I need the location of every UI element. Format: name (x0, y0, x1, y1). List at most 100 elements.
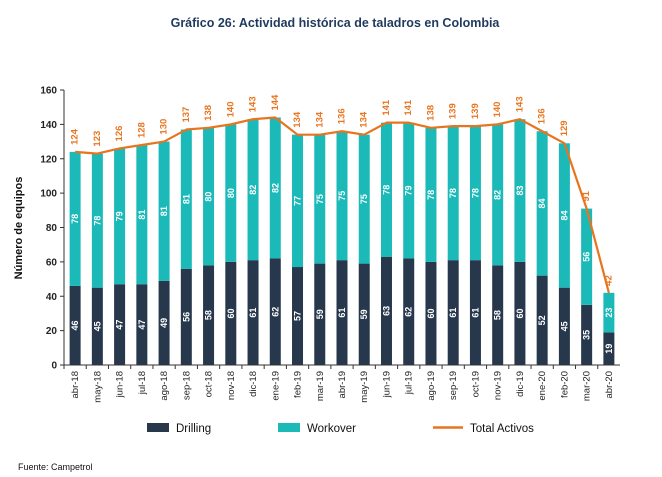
data-label-total: 91 (581, 190, 592, 201)
y-tick-label: 100 (40, 189, 57, 200)
data-label-drilling: 61 (470, 308, 480, 318)
data-label-total: 134 (314, 111, 325, 128)
legend-label-drilling: Drilling (176, 423, 211, 435)
data-label-drilling: 45 (92, 321, 102, 331)
data-label-drilling: 60 (226, 308, 236, 318)
data-label-total: 143 (248, 96, 259, 112)
axes-layer: 0 20 40 60 80 100 120 140 160 abr-18 may-18 jun-18 j… (40, 86, 620, 403)
data-label-drilling: 63 (381, 306, 391, 316)
data-label-total: 138 (425, 105, 436, 121)
x-tick-label: dic-19 (515, 371, 526, 397)
bar-workover (225, 124, 237, 262)
bar-workover (203, 127, 215, 266)
x-tick-label: abr-19 (337, 371, 348, 398)
data-label-workover: 82 (248, 185, 258, 195)
bar-workover (336, 131, 348, 261)
data-label-total: 139 (448, 103, 459, 119)
data-label-workover: 78 (426, 190, 436, 200)
data-label-total: 141 (403, 99, 414, 116)
data-label-total: 138 (203, 105, 214, 121)
y-tick-label: 60 (46, 257, 58, 268)
bar-drilling (336, 260, 348, 365)
data-label-workover: 79 (115, 211, 125, 221)
bar-drilling (380, 256, 392, 365)
bar-workover (314, 134, 326, 264)
data-label-drilling: 47 (115, 320, 125, 330)
bar-drilling (603, 332, 615, 365)
data-label-drilling: 61 (337, 308, 347, 318)
bar-drilling (581, 304, 593, 365)
bar-workover (158, 141, 170, 281)
data-label-workover: 82 (493, 190, 503, 200)
data-label-total: 136 (337, 108, 348, 124)
data-label-drilling: 59 (359, 309, 369, 319)
data-label-total: 141 (381, 99, 392, 116)
bar-drilling (247, 260, 259, 365)
bar-drilling (558, 287, 570, 365)
source-note: Fuente: Campetrol (18, 462, 93, 472)
legend-label-total-activos: Total Activos (470, 423, 534, 435)
data-label-drilling: 58 (493, 310, 503, 320)
data-label-total: 42 (603, 275, 614, 286)
bar-workover (603, 292, 615, 333)
x-tick-label: jul-18 (137, 371, 148, 395)
x-tick-label: dic-18 (248, 371, 259, 397)
data-label-total: 140 (225, 102, 236, 118)
data-label-drilling: 60 (515, 308, 525, 318)
data-label-drilling: 61 (248, 308, 258, 318)
data-label-workover: 84 (537, 198, 547, 208)
data-label-workover: 80 (204, 192, 214, 202)
bar-workover (292, 134, 304, 268)
data-label-drilling: 46 (70, 320, 80, 330)
bar-workover (403, 122, 415, 259)
bar-drilling (536, 275, 548, 365)
x-tick-label: jun-19 (381, 371, 392, 398)
x-tick-label: feb-20 (559, 371, 570, 398)
data-label-total: 123 (92, 131, 103, 147)
data-label-workover: 77 (293, 196, 303, 206)
data-label-workover: 82 (270, 183, 280, 193)
data-label-drilling: 45 (559, 321, 569, 331)
x-tick-label: ago-19 (426, 371, 437, 401)
x-tick-label: nov-18 (226, 371, 237, 400)
data-label-workover: 75 (337, 191, 347, 201)
x-tick-label: oct-18 (204, 371, 215, 397)
bar-drilling (403, 258, 415, 365)
data-label-total: 124 (70, 128, 81, 145)
bar-workover (492, 124, 504, 266)
data-label-workover: 78 (470, 188, 480, 198)
x-tick-label: ago-18 (159, 371, 170, 401)
legend-swatch-drilling (147, 423, 169, 432)
bar-drilling (269, 258, 281, 365)
bars-layer: 46 78 45 78 47 79 47 81 49 81 56 81 58 80 60 80 61 82 62 82… (69, 117, 615, 365)
y-tick-label: 40 (46, 292, 58, 303)
bar-drilling (492, 265, 504, 365)
bar-drilling (136, 284, 148, 365)
bar-workover (69, 151, 81, 286)
data-label-total: 126 (114, 126, 125, 142)
data-label-drilling: 56 (181, 312, 191, 322)
y-tick-label: 140 (40, 120, 57, 131)
data-label-drilling: 35 (582, 330, 592, 340)
data-label-drilling: 52 (537, 315, 547, 325)
bar-drilling (69, 285, 81, 365)
data-label-workover: 81 (159, 206, 169, 216)
x-tick-label: nov-19 (493, 371, 504, 400)
bar-drilling (425, 261, 437, 365)
data-label-total: 137 (181, 107, 192, 123)
bar-workover (91, 153, 103, 288)
bar-workover (447, 126, 459, 261)
data-label-total: 134 (359, 111, 370, 128)
y-tick-label: 80 (46, 223, 58, 234)
x-tick-label: abr-20 (604, 371, 615, 398)
bar-workover (247, 119, 259, 261)
data-label-drilling: 61 (448, 308, 458, 318)
bar-drilling (358, 263, 370, 365)
data-label-workover: 81 (181, 194, 191, 204)
data-label-drilling: 49 (159, 318, 169, 328)
bar-drilling (514, 261, 526, 365)
series-line-total-activos (75, 116, 610, 294)
data-label-total: 136 (537, 108, 548, 124)
data-label-total: 128 (136, 122, 147, 138)
